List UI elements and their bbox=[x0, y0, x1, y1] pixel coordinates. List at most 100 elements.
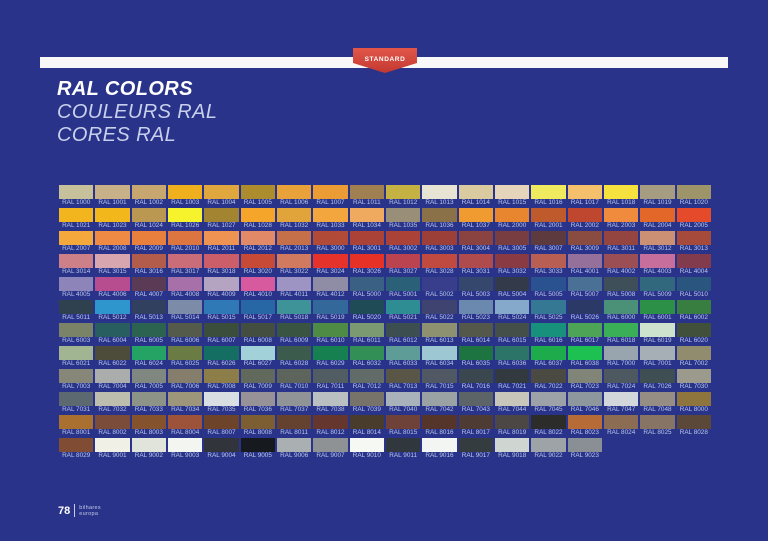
swatch-code-label: RAL 3013 bbox=[679, 245, 708, 252]
swatch-code-label: RAL 6020 bbox=[679, 337, 708, 344]
swatch-code-label: RAL 1032 bbox=[280, 222, 309, 229]
color-swatch bbox=[640, 231, 675, 245]
swatch-code-label: RAL 5020 bbox=[352, 314, 381, 321]
swatch-cell: RAL 9005 bbox=[240, 438, 275, 460]
swatch-cell: RAL 7006 bbox=[167, 369, 203, 391]
swatch-code-label: RAL 6037 bbox=[534, 360, 563, 367]
swatch-code-label: RAL 4006 bbox=[98, 291, 127, 298]
color-swatch bbox=[313, 185, 348, 199]
color-swatch bbox=[59, 277, 94, 291]
color-swatch bbox=[131, 369, 166, 383]
swatch-code-label: RAL 5005 bbox=[534, 291, 563, 298]
color-swatch bbox=[276, 392, 312, 406]
swatch-code-label: RAL 1004 bbox=[207, 199, 236, 206]
swatch-cell: RAL 6011 bbox=[349, 323, 384, 345]
swatch-cell: RAL 7013 bbox=[385, 369, 421, 391]
color-swatch bbox=[385, 323, 421, 337]
swatch-cell: RAL 5013 bbox=[131, 300, 166, 322]
swatch-cell: RAL 3012 bbox=[640, 231, 675, 253]
swatch-cell: RAL 7039 bbox=[349, 392, 384, 414]
color-swatch bbox=[640, 208, 675, 222]
swatch-cell: RAL 6024 bbox=[131, 346, 166, 368]
color-swatch bbox=[95, 346, 130, 360]
color-swatch bbox=[131, 231, 166, 245]
color-swatch bbox=[276, 415, 312, 429]
color-swatch bbox=[567, 369, 602, 383]
swatch-code-label: RAL 3005 bbox=[498, 245, 527, 252]
swatch-code-label: RAL 7033 bbox=[134, 406, 163, 413]
swatch-cell: RAL 4008 bbox=[167, 277, 203, 299]
swatch-cell: RAL 6033 bbox=[385, 346, 421, 368]
color-swatch bbox=[313, 254, 348, 268]
color-swatch bbox=[59, 254, 94, 268]
swatch-code-label: RAL 5012 bbox=[98, 314, 127, 321]
swatch-code-label: RAL 8000 bbox=[679, 406, 708, 413]
swatch-code-label: RAL 1015 bbox=[498, 199, 527, 206]
color-swatch bbox=[531, 277, 566, 291]
color-swatch bbox=[494, 369, 530, 383]
swatch-cell: RAL 2011 bbox=[204, 231, 239, 253]
swatch-code-label: RAL 9004 bbox=[207, 452, 236, 459]
color-swatch bbox=[640, 415, 675, 429]
swatch-code-label: RAL 5026 bbox=[570, 314, 599, 321]
swatch-code-label: RAL 6007 bbox=[207, 337, 236, 344]
color-swatch bbox=[676, 392, 711, 406]
color-swatch bbox=[240, 392, 275, 406]
swatch-code-label: RAL 8023 bbox=[570, 429, 599, 436]
swatch-code-label: RAL 6021 bbox=[62, 360, 91, 367]
swatch-cell: RAL 6007 bbox=[204, 323, 239, 345]
swatch-code-label: RAL 8001 bbox=[62, 429, 91, 436]
swatch-code-label: RAL 6035 bbox=[461, 360, 490, 367]
color-swatch bbox=[59, 392, 94, 406]
swatch-code-label: RAL 6033 bbox=[389, 360, 418, 367]
ral-row: RAL 4005 RAL 4006 RAL 4007 RAL 4008 RAL 4009… bbox=[59, 277, 711, 299]
swatch-code-label: RAL 7040 bbox=[389, 406, 418, 413]
swatch-cell: RAL 2008 bbox=[95, 231, 130, 253]
swatch-code-label: RAL 4005 bbox=[62, 291, 91, 298]
swatch-cell: RAL 6005 bbox=[131, 323, 166, 345]
swatch-cell: RAL 3009 bbox=[567, 231, 602, 253]
swatch-code-label: RAL 4008 bbox=[171, 291, 200, 298]
swatch-cell: RAL 7043 bbox=[458, 392, 493, 414]
swatch-code-label: RAL 4004 bbox=[679, 268, 708, 275]
color-swatch bbox=[167, 369, 203, 383]
color-swatch bbox=[95, 185, 130, 199]
color-swatch bbox=[240, 438, 275, 452]
swatch-code-label: RAL 1000 bbox=[62, 199, 91, 206]
ral-row: RAL 8029 RAL 9001 RAL 9002 RAL 9003 RAL 9004… bbox=[59, 438, 711, 460]
swatch-cell: RAL 1011 bbox=[349, 185, 384, 207]
color-swatch bbox=[313, 438, 348, 452]
color-swatch bbox=[567, 392, 602, 406]
swatch-cell: RAL 9017 bbox=[458, 438, 493, 460]
swatch-cell: RAL 5025 bbox=[531, 300, 566, 322]
swatch-code-label: RAL 3002 bbox=[389, 245, 418, 252]
swatch-cell: RAL 7023 bbox=[567, 369, 602, 391]
swatch-cell: RAL 5010 bbox=[676, 277, 711, 299]
page-title-fr: COULEURS RAL bbox=[57, 101, 218, 123]
color-swatch bbox=[385, 415, 421, 429]
swatch-cell: RAL 4012 bbox=[313, 277, 348, 299]
swatch-code-label: RAL 9022 bbox=[534, 452, 563, 459]
swatch-code-label: RAL 4012 bbox=[316, 291, 345, 298]
color-swatch bbox=[640, 277, 675, 291]
color-swatch bbox=[276, 438, 312, 452]
swatch-code-label: RAL 7011 bbox=[316, 383, 345, 390]
color-swatch bbox=[131, 415, 166, 429]
swatch-code-label: RAL 8025 bbox=[643, 429, 672, 436]
swatch-code-label: RAL 6004 bbox=[98, 337, 127, 344]
color-swatch bbox=[204, 185, 239, 199]
color-swatch bbox=[240, 277, 275, 291]
color-swatch bbox=[349, 438, 384, 452]
swatch-code-label: RAL 5010 bbox=[679, 291, 708, 298]
swatch-cell: RAL 9001 bbox=[95, 438, 130, 460]
color-swatch bbox=[494, 438, 530, 452]
swatch-code-label: RAL 9018 bbox=[498, 452, 527, 459]
swatch-code-label: RAL 3011 bbox=[607, 245, 636, 252]
swatch-code-label: RAL 2007 bbox=[62, 245, 91, 252]
color-swatch bbox=[204, 415, 239, 429]
swatch-cell: RAL 1019 bbox=[640, 185, 675, 207]
swatch-cell: RAL 3028 bbox=[422, 254, 457, 276]
swatch-code-label: RAL 6016 bbox=[534, 337, 563, 344]
swatch-code-label: RAL 8002 bbox=[98, 429, 127, 436]
swatch-cell: RAL 1037 bbox=[458, 208, 493, 230]
